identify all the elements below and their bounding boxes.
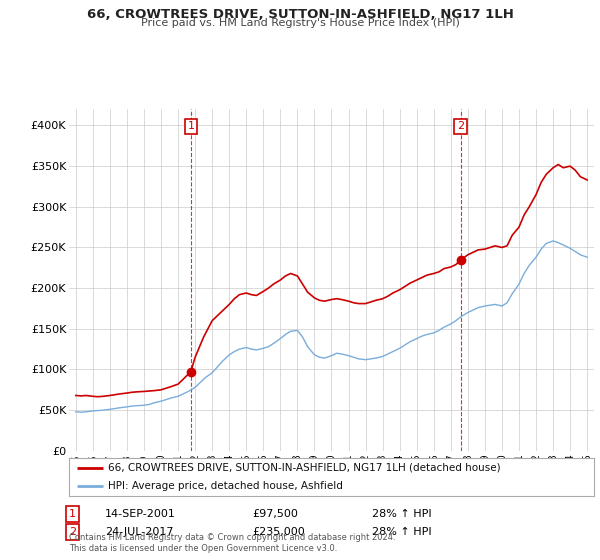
Text: 66, CROWTREES DRIVE, SUTTON-IN-ASHFIELD, NG17 1LH (detached house): 66, CROWTREES DRIVE, SUTTON-IN-ASHFIELD,… [109, 463, 501, 473]
Text: 66, CROWTREES DRIVE, SUTTON-IN-ASHFIELD, NG17 1LH: 66, CROWTREES DRIVE, SUTTON-IN-ASHFIELD,… [86, 8, 514, 21]
Text: £97,500: £97,500 [252, 509, 298, 519]
Text: £235,000: £235,000 [252, 527, 305, 537]
Text: Price paid vs. HM Land Registry's House Price Index (HPI): Price paid vs. HM Land Registry's House … [140, 18, 460, 29]
Text: Contains HM Land Registry data © Crown copyright and database right 2024.
This d: Contains HM Land Registry data © Crown c… [69, 533, 395, 553]
Text: 28% ↑ HPI: 28% ↑ HPI [372, 509, 431, 519]
Text: 2: 2 [457, 122, 464, 132]
Text: 1: 1 [187, 122, 194, 132]
Text: 2: 2 [69, 527, 76, 537]
Text: 28% ↑ HPI: 28% ↑ HPI [372, 527, 431, 537]
Text: 14-SEP-2001: 14-SEP-2001 [105, 509, 176, 519]
Text: 24-JUL-2017: 24-JUL-2017 [105, 527, 173, 537]
Text: 1: 1 [69, 509, 76, 519]
Text: HPI: Average price, detached house, Ashfield: HPI: Average price, detached house, Ashf… [109, 481, 343, 491]
